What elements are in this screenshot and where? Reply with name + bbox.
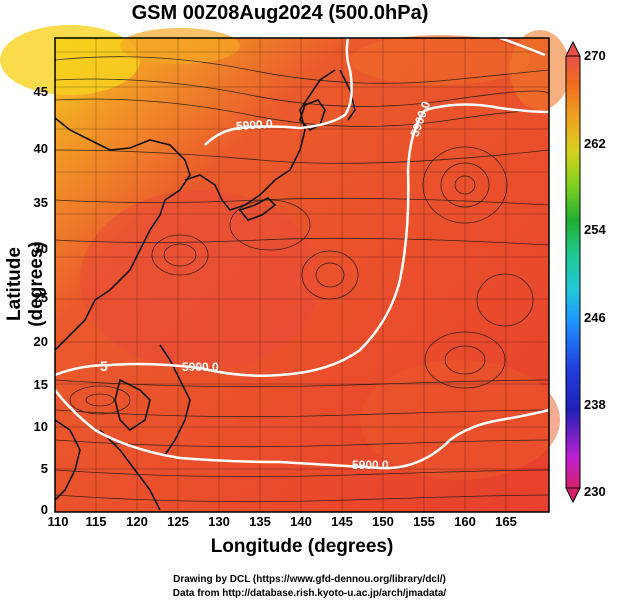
- coastlines: [55, 69, 356, 511]
- lon-tick: 120: [126, 514, 148, 529]
- lat-tick: 25: [33, 290, 48, 305]
- contour-label: 5900.0: [235, 116, 274, 134]
- colorbar-tick: 246: [584, 310, 606, 325]
- lon-tick: 130: [208, 514, 230, 529]
- plot-frame: [54, 37, 550, 513]
- lon-tick: 155: [413, 514, 435, 529]
- lon-tick: 115: [85, 514, 107, 529]
- colorbar-tick: 270: [584, 48, 606, 63]
- credit-data: Data from http://database.rish.kyoto-u.a…: [172, 588, 447, 599]
- map-fill: [0, 25, 570, 512]
- contour-label: 5900.0: [352, 458, 389, 472]
- lon-tick: 140: [290, 514, 312, 529]
- lat-tick: 30: [33, 241, 48, 256]
- lat-tick: 20: [33, 334, 48, 349]
- contour-label: 5900.0: [182, 360, 219, 374]
- wind-streamlines: [55, 56, 549, 503]
- lat-tick: 40: [33, 141, 48, 156]
- contour-label: 5: [100, 358, 108, 374]
- colorbar-tick: 230: [584, 484, 606, 499]
- lon-tick: 165: [495, 514, 517, 529]
- lon-tick: 150: [372, 514, 394, 529]
- contour-5900: [55, 38, 549, 470]
- colorbar-tick: 262: [584, 136, 606, 151]
- x-axis-label: Longitude (degrees): [210, 536, 394, 557]
- lat-tick: 0: [40, 502, 48, 517]
- lat-tick: 15: [33, 377, 48, 392]
- colorbar-tick: 254: [584, 222, 606, 237]
- credit-drawing: Drawing by DCL (https://www.gfd-dennou.o…: [173, 574, 446, 585]
- lon-tick: 160: [454, 514, 476, 529]
- lat-tick: 10: [33, 419, 48, 434]
- colorbar: [565, 40, 581, 504]
- grid-lines: [55, 38, 549, 512]
- lon-tick: 135: [249, 514, 271, 529]
- lon-tick: 110: [47, 514, 69, 529]
- lat-tick: 5: [40, 461, 48, 476]
- map-title: GSM 00Z08Aug2024 (500.0hPa): [131, 2, 429, 24]
- lon-tick: 125: [167, 514, 189, 529]
- lon-tick: 145: [331, 514, 353, 529]
- lat-tick: 45: [33, 84, 48, 99]
- colorbar-tick: 238: [584, 397, 606, 412]
- lat-tick: 35: [33, 195, 48, 210]
